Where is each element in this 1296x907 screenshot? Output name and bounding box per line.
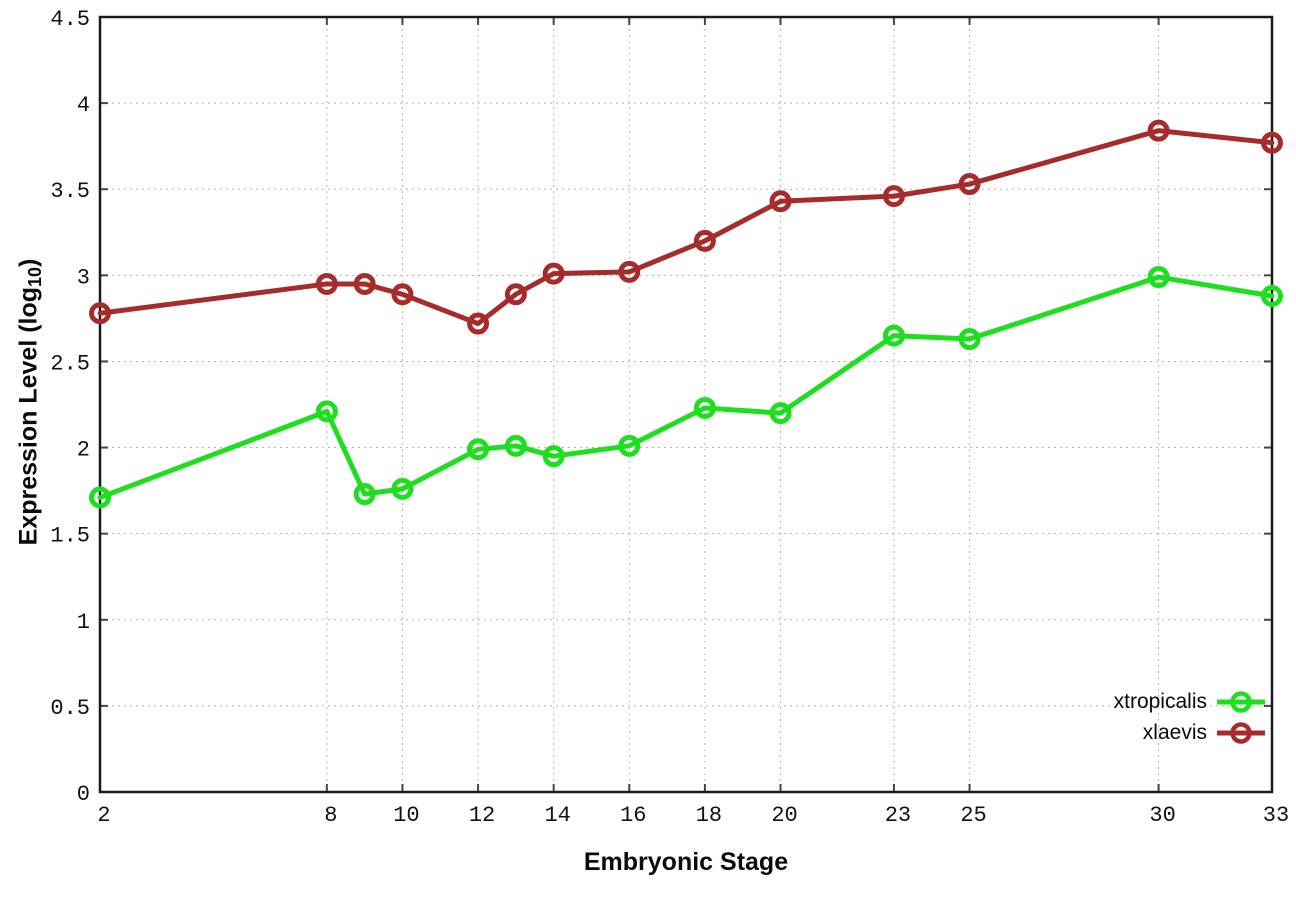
y-axis-title-text: Expression Level (log [14,286,43,546]
data-point-xtropicalis [1261,285,1283,307]
x-tick-label: 30 [1149,803,1175,828]
data-point-xtropicalis [467,438,490,461]
x-tick-label: 33 [1263,803,1289,828]
y-tick-label: 0 [77,782,90,807]
x-tick-label: 10 [393,803,419,828]
data-point-xtropicalis [353,483,376,506]
y-tick-label: 2.5 [50,351,90,376]
data-point-xlaevis [769,190,792,213]
data-point-xlaevis [1147,119,1170,142]
data-point-xlaevis [882,185,905,208]
x-tick-label: 12 [469,803,495,828]
data-point-xtropicalis [882,324,905,347]
y-tick-label: 0.5 [50,696,90,721]
y-tick-label: 3.5 [50,179,90,204]
data-point-xlaevis [89,302,111,325]
x-axis-title: Embryonic Stage [100,848,1272,877]
data-point-xtropicalis [391,477,414,500]
legend-entry-xtropicalis: xtropicalis [1114,687,1265,716]
series-line-xlaevis [97,128,1275,327]
x-tick-label: 14 [544,803,570,828]
data-point-xtropicalis [504,434,527,457]
y-tick-label: 4.5 [50,7,90,32]
x-tick-label: 20 [771,803,797,828]
data-point-xtropicalis [89,486,111,509]
y-axis-title: Expression Level (log10) [14,259,46,546]
y-axis-title-subscript: 10 [24,266,45,287]
data-point-xlaevis [1261,131,1283,154]
x-tick-label: 2 [97,803,110,828]
data-point-xtropicalis [618,434,641,457]
series-line-xtropicalis [97,274,1275,500]
plot-border [98,15,1274,794]
y-tick-label: 4 [77,93,90,118]
data-point-xlaevis [391,283,414,306]
data-point-xlaevis [315,272,338,295]
data-point-xtropicalis [769,402,792,425]
data-point-xlaevis [693,229,716,252]
data-point-xtropicalis [315,400,338,423]
data-point-xtropicalis [958,328,981,351]
y-axis-title-close-paren: ) [14,258,43,267]
x-tick-label: 23 [885,803,911,828]
legend-marker-xlaevis-icon [1217,721,1265,744]
data-point-xtropicalis [693,396,716,419]
legend-label-xtropicalis: xtropicalis [1113,689,1207,713]
x-tick-label: 8 [324,803,337,828]
x-axis-title-text: Embryonic Stage [583,848,789,876]
x-tick-label: 25 [960,803,986,828]
data-point-xlaevis [504,283,527,306]
legend: xtropicalis xlaevis [1114,687,1265,747]
x-tick-label: 18 [696,803,722,828]
y-tick-label: 1.5 [50,524,90,549]
legend-marker-xtropicalis-icon [1217,690,1265,713]
data-point-xlaevis [353,272,376,295]
data-point-xtropicalis [542,445,565,468]
y-tick-label: 2 [77,438,90,463]
legend-entry-xlaevis: xlaevis [1114,718,1265,747]
data-point-xlaevis [958,173,981,196]
x-tick-label: 16 [620,803,646,828]
data-point-xlaevis [542,262,565,285]
legend-label-xlaevis: xlaevis [1142,720,1207,744]
y-tick-label: 3 [77,265,90,290]
data-point-xlaevis [467,312,490,335]
y-tick-label: 1 [77,610,90,635]
data-point-xtropicalis [1147,266,1170,289]
data-point-xlaevis [618,260,641,283]
